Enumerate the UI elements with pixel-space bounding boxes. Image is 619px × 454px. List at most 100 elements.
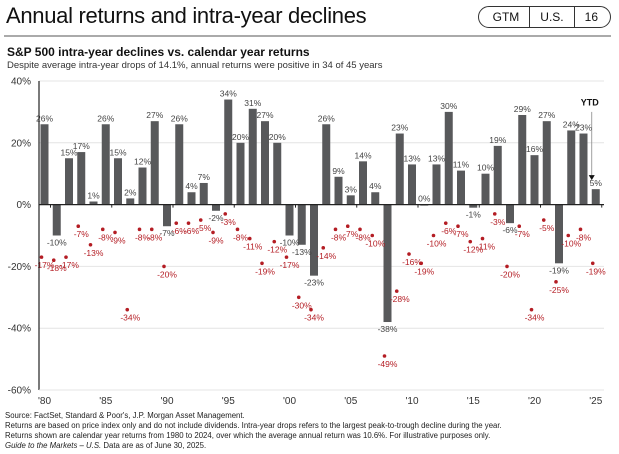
return-labels: 26%-10%15%17%1%26%15%2%12%27%-7%26%4%7%-… (36, 89, 602, 334)
footnote: Source: FactSet, Standard & Poor's, J.P.… (5, 411, 502, 451)
return-bar (310, 204, 318, 276)
return-bar (150, 121, 159, 205)
return-bar (297, 204, 306, 245)
decline-dot (174, 221, 179, 225)
return-label: 23% (391, 123, 408, 133)
decline-label: -7% (453, 229, 469, 239)
return-label: -2% (208, 213, 224, 223)
decline-label: -8% (355, 232, 371, 242)
decline-dot (39, 255, 44, 259)
footnote-period: Returns shown are calendar year returns … (5, 431, 491, 440)
return-label: 5% (590, 178, 603, 188)
decline-label: -19% (586, 266, 606, 276)
decline-dot (125, 307, 130, 312)
decline-dot (456, 224, 460, 229)
return-bar (444, 111, 453, 205)
return-label: -7% (159, 228, 175, 238)
decline-label: -3% (490, 217, 506, 227)
decline-dot (296, 295, 301, 300)
decline-dot (578, 227, 583, 232)
return-label: 11% (453, 160, 470, 170)
decline-dot (223, 212, 228, 216)
badge-page-number: 16 (573, 7, 610, 27)
decline-label: -7% (515, 229, 531, 239)
decline-label: -5% (196, 223, 212, 233)
chart-title: S&P 500 intra-year declines vs. calendar… (7, 45, 310, 59)
header-divider (4, 35, 611, 37)
decline-dot (284, 255, 289, 259)
decline-dot (100, 227, 105, 232)
x-tick-label: '80 (38, 396, 51, 407)
return-label: 13% (403, 153, 420, 163)
return-label: -38% (378, 324, 398, 334)
return-bar (395, 133, 404, 205)
return-bar (199, 182, 208, 205)
return-bar (334, 176, 343, 205)
return-bar (40, 124, 49, 205)
decline-label: -10% (365, 239, 385, 249)
decline-label: -12% (267, 245, 287, 255)
return-bar (261, 121, 269, 205)
return-label: 27% (256, 110, 273, 120)
x-tick-label: '10 (405, 396, 418, 407)
footnote-returns: Returns are based on price index only an… (5, 421, 502, 430)
decline-label: -11% (476, 242, 496, 252)
return-label: 29% (514, 104, 531, 114)
ytd-arrow-head-icon (588, 175, 595, 181)
decline-label: -10% (561, 239, 581, 249)
return-bar (248, 108, 257, 205)
decline-label: -25% (549, 285, 569, 295)
decline-dot (247, 236, 252, 241)
return-label: 15% (60, 147, 77, 157)
return-label: 4% (185, 181, 198, 191)
return-bar (371, 192, 380, 205)
x-tick-label: '15 (467, 396, 480, 407)
return-bars (40, 99, 600, 323)
return-bar (481, 173, 490, 205)
y-tick-label: -60% (8, 386, 31, 397)
decline-label: -28% (390, 294, 410, 304)
decline-dot (590, 261, 595, 266)
return-label: 7% (198, 172, 211, 182)
decline-dot (358, 227, 362, 232)
return-bar (408, 164, 416, 205)
decline-dot (554, 280, 558, 284)
decline-labels: -17%-18%-17%-7%-13%-8%-9%-34%-8%-8%-20%-… (35, 217, 607, 369)
return-bar (236, 142, 245, 205)
return-label: 1% (87, 191, 100, 201)
decline-dot (394, 289, 399, 293)
decline-label: -34% (525, 313, 545, 323)
return-label: 26% (318, 113, 335, 123)
return-label: 27% (146, 110, 163, 120)
return-label: 26% (171, 113, 188, 123)
y-axis-ticks: 40% 20% 0% -20% -40% -60% (8, 77, 31, 397)
return-bar (138, 167, 147, 205)
decline-label: -9% (208, 235, 224, 245)
footnote-guide-title: Guide to the Markets – U.S. (5, 441, 102, 450)
decline-dot (566, 233, 571, 238)
annotations: YTD (581, 98, 599, 181)
decline-label: -18% (47, 263, 67, 273)
x-tick-label: '00 (283, 396, 296, 407)
return-label: -19% (549, 265, 569, 275)
y-tick-label: -40% (8, 324, 31, 335)
decline-dot (431, 233, 436, 238)
return-label: 23% (575, 123, 592, 133)
decline-label: -13% (84, 248, 104, 258)
decline-dot (186, 221, 191, 225)
decline-dot (162, 264, 166, 269)
x-tick-label: '20 (528, 396, 541, 407)
return-label: 27% (538, 110, 555, 120)
x-axis-ticks: '80 '85 '90 '95 '00 '05 '10 '15 '20 '25 (38, 204, 603, 407)
decline-label: -20% (157, 269, 177, 279)
decline-label: -9% (110, 235, 126, 245)
decline-dot (88, 242, 93, 247)
return-label: 16% (526, 144, 543, 154)
return-bar (52, 204, 61, 236)
decline-dot (76, 224, 81, 229)
return-label: 13% (428, 153, 445, 163)
return-bar (346, 195, 355, 205)
decline-label: -17% (59, 260, 79, 270)
return-bar (101, 124, 110, 205)
decline-dot (419, 261, 424, 266)
